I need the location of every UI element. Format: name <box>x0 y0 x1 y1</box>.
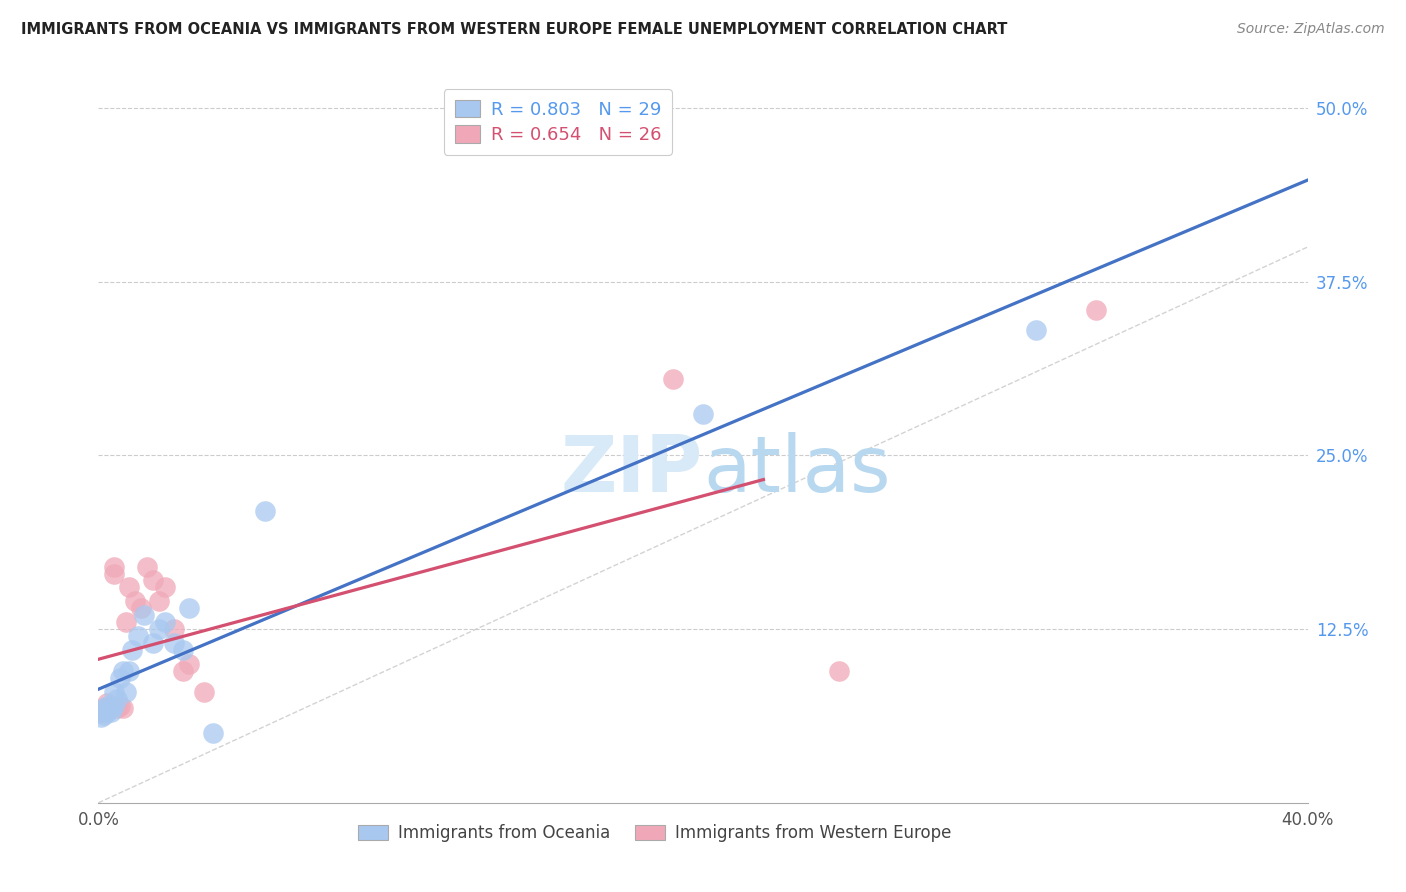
Point <box>692 407 714 421</box>
Point <box>103 698 125 713</box>
Point <box>148 622 170 636</box>
Text: ZIP: ZIP <box>561 433 703 508</box>
Point <box>93 701 115 715</box>
Point <box>100 698 122 713</box>
Point <box>124 594 146 608</box>
Point <box>172 643 194 657</box>
Point <box>96 706 118 720</box>
Point <box>163 636 186 650</box>
Legend: Immigrants from Oceania, Immigrants from Western Europe: Immigrants from Oceania, Immigrants from… <box>352 817 957 848</box>
Point <box>103 559 125 574</box>
Point <box>105 691 128 706</box>
Point <box>118 664 141 678</box>
Point <box>202 726 225 740</box>
Point <box>179 601 201 615</box>
Point <box>121 643 143 657</box>
Text: Source: ZipAtlas.com: Source: ZipAtlas.com <box>1237 22 1385 37</box>
Point <box>93 701 115 715</box>
Point <box>132 608 155 623</box>
Point <box>148 594 170 608</box>
Point <box>108 698 131 713</box>
Point <box>661 372 683 386</box>
Point <box>142 636 165 650</box>
Point <box>103 566 125 581</box>
Point <box>111 664 134 678</box>
Text: atlas: atlas <box>703 433 890 508</box>
Point <box>253 504 276 518</box>
Point <box>142 574 165 588</box>
Point <box>90 706 112 720</box>
Text: IMMIGRANTS FROM OCEANIA VS IMMIGRANTS FROM WESTERN EUROPE FEMALE UNEMPLOYMENT CO: IMMIGRANTS FROM OCEANIA VS IMMIGRANTS FR… <box>21 22 1008 37</box>
Point <box>114 684 136 698</box>
Point <box>96 704 118 718</box>
Point <box>90 709 112 723</box>
Point <box>1085 302 1108 317</box>
Point <box>127 629 149 643</box>
Point <box>93 708 115 723</box>
Point <box>90 706 112 720</box>
Point <box>163 622 186 636</box>
Point <box>172 664 194 678</box>
Point <box>153 581 176 595</box>
Point <box>100 701 122 715</box>
Point <box>111 701 134 715</box>
Point <box>93 706 115 720</box>
Point <box>179 657 201 671</box>
Point <box>103 684 125 698</box>
Point <box>96 696 118 710</box>
Point <box>100 701 122 715</box>
Point <box>828 664 851 678</box>
Point <box>135 559 157 574</box>
Point <box>1024 323 1046 337</box>
Point <box>153 615 176 630</box>
Point <box>129 601 152 615</box>
Point <box>108 671 131 685</box>
Point <box>114 615 136 630</box>
Point <box>105 701 128 715</box>
Point <box>100 706 122 720</box>
Point <box>96 698 118 713</box>
Point <box>118 581 141 595</box>
Point <box>193 684 215 698</box>
